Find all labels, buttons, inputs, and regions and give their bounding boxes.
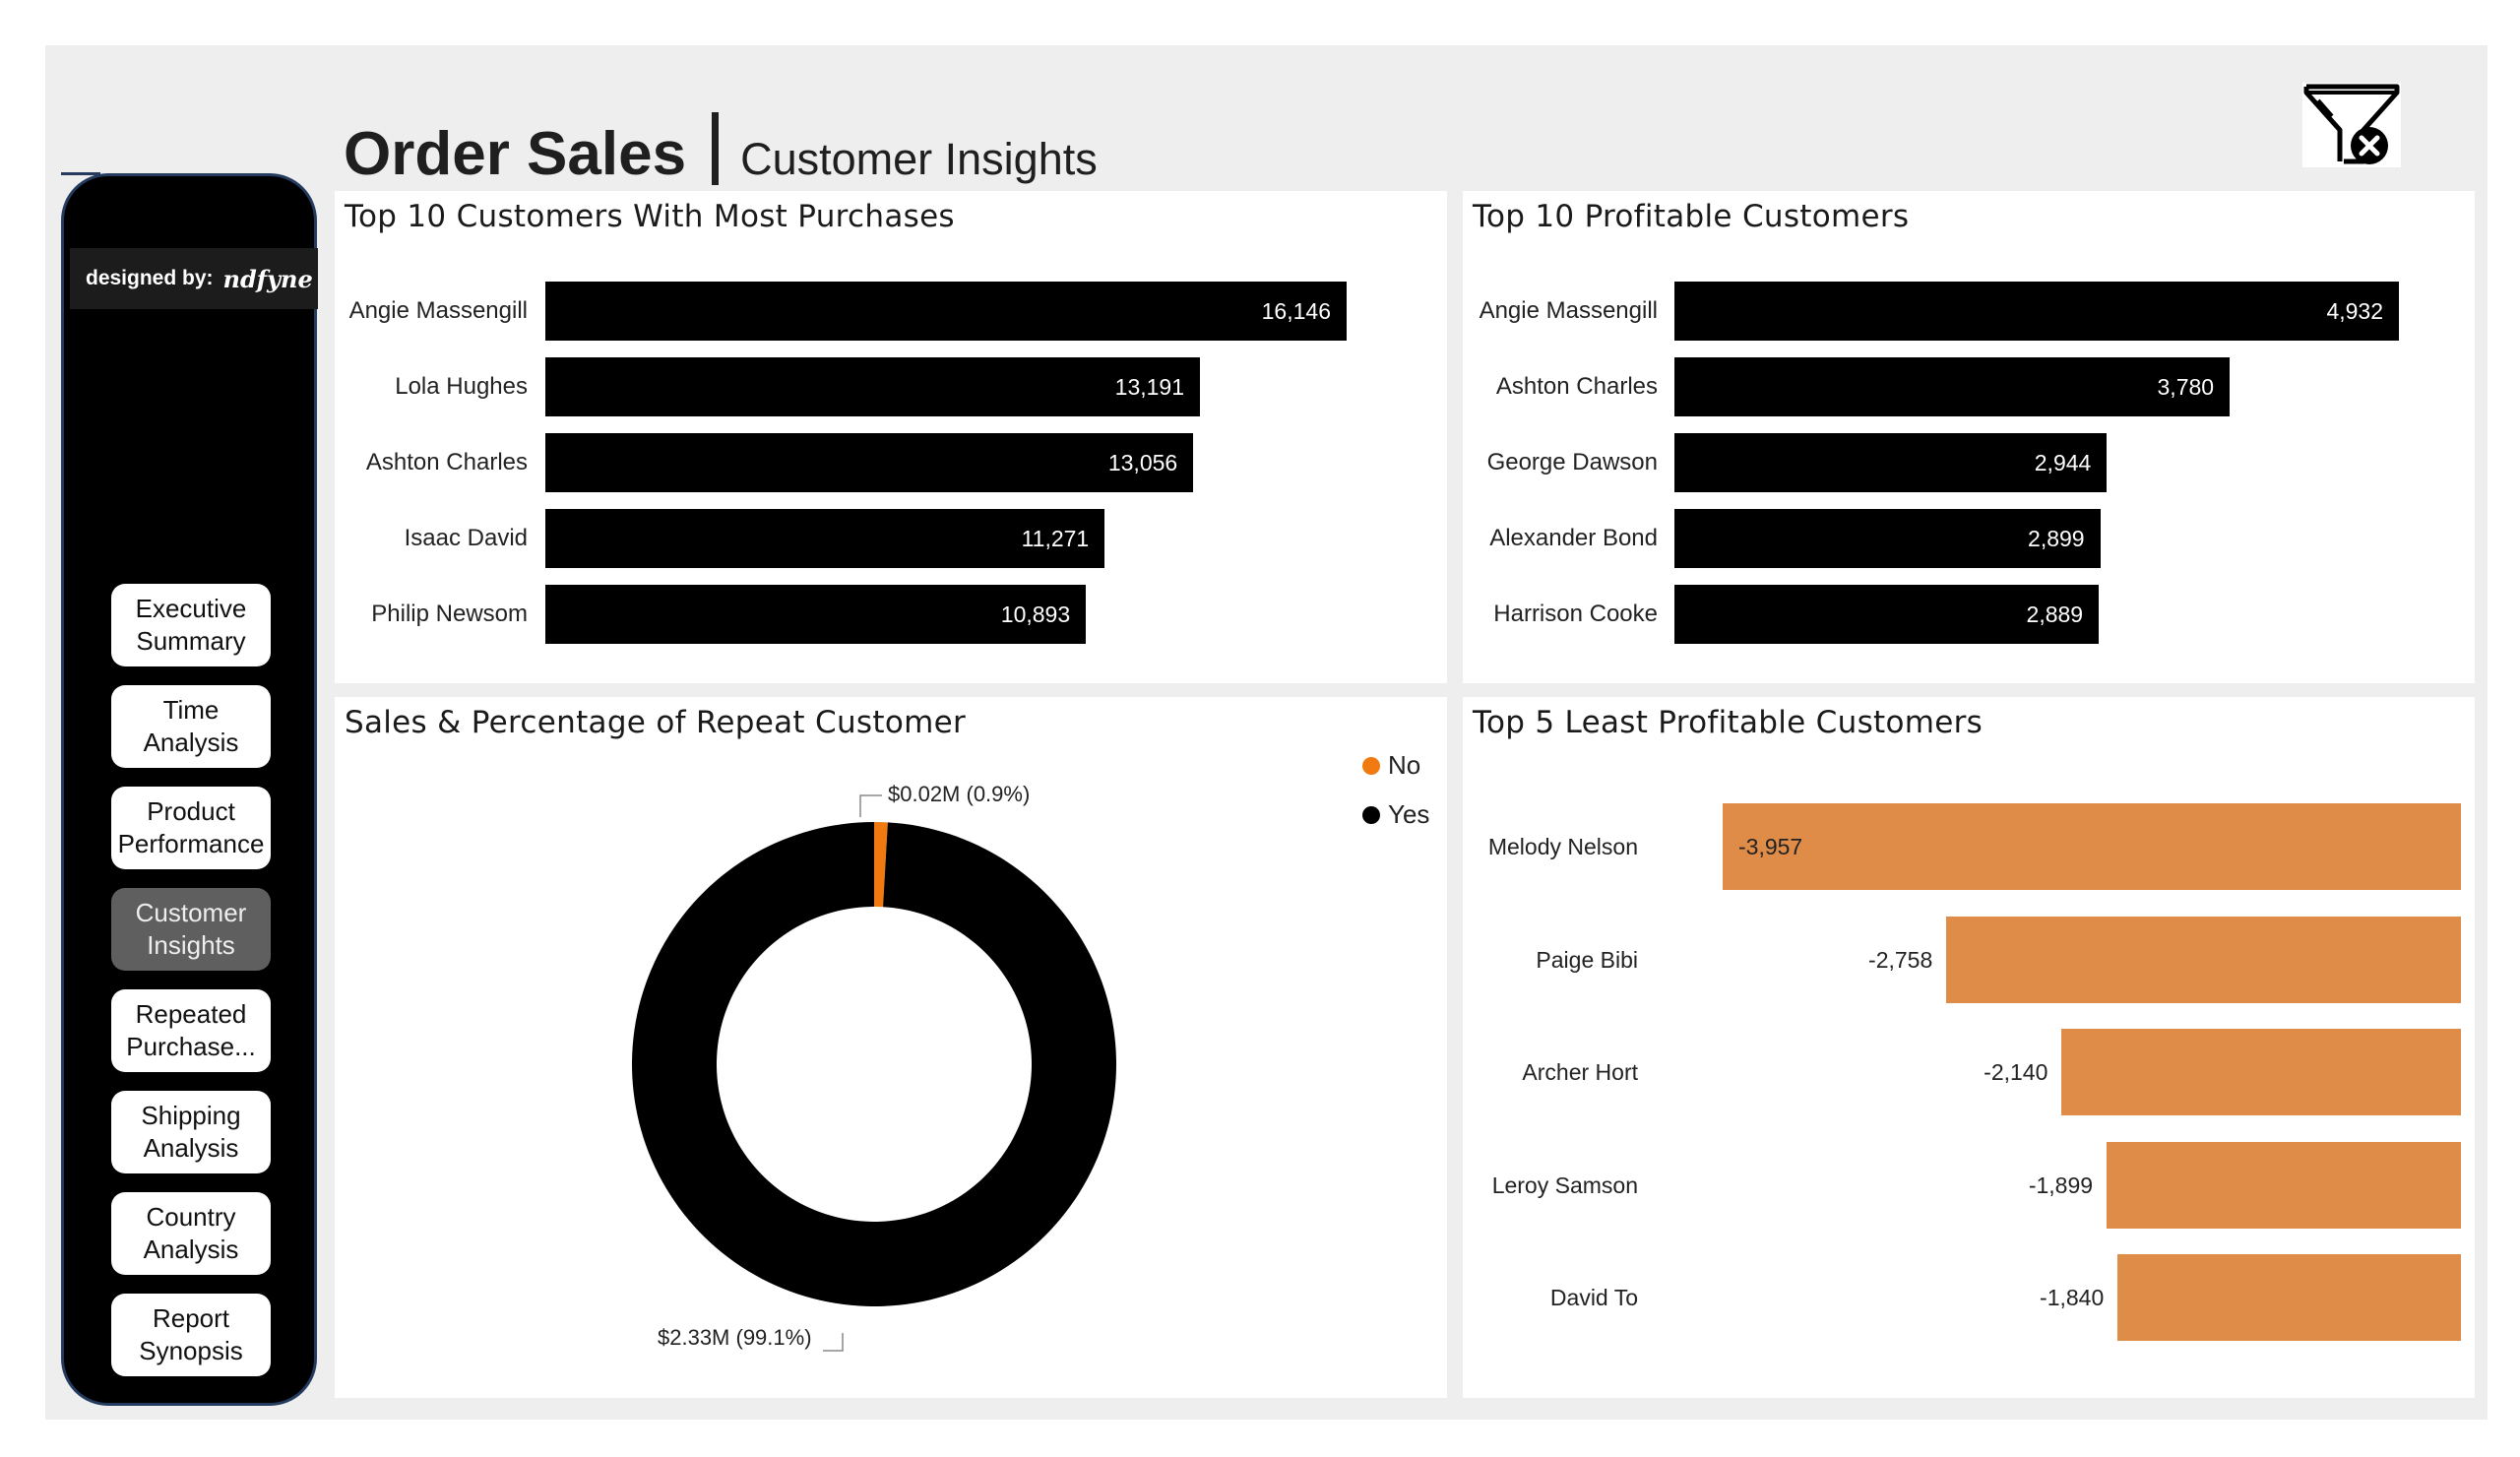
bar-category-label: Isaac David (404, 525, 528, 551)
nav-button-country-analysis[interactable]: Country Analysis (111, 1192, 271, 1275)
legend-item-yes[interactable]: Yes (1362, 799, 1429, 830)
bar-category-label: Leroy Samson (1491, 1172, 1638, 1198)
bar[interactable]: 3,780 (1674, 357, 2231, 416)
bar-value-label: 11,271 (1021, 526, 1090, 551)
bar-value-label: 16,146 (1261, 298, 1331, 324)
least-profit-chart-panel: Top 5 Least Profitable Customers Melody … (1463, 697, 2475, 1398)
title-divider (712, 112, 720, 185)
bar-value-label: 13,056 (1107, 450, 1178, 475)
legend-no-label: No (1388, 750, 1421, 780)
page-title: Order Sales Customer Insights (344, 106, 1098, 185)
bar[interactable] (1723, 803, 2461, 890)
repeat-customer-chart-title: Sales & Percentage of Repeat Customer (345, 705, 967, 740)
purchases-chart-panel: Top 10 Customers With Most Purchases Ang… (335, 191, 1447, 683)
bar-category-label: Paige Bibi (1536, 946, 1638, 973)
legend-yes-marker (1362, 805, 1380, 824)
bar-value-label: -2,140 (1984, 1059, 2048, 1085)
donut-slice-yes[interactable] (632, 822, 1117, 1306)
nav-button-repeated-purchase[interactable]: Repeated Purchase... (111, 989, 271, 1072)
report-title: Order Sales (344, 120, 687, 188)
bar[interactable] (2107, 1141, 2461, 1229)
bar[interactable]: 2,889 (1674, 585, 2100, 644)
bar-value-label: 10,893 (1000, 602, 1071, 627)
designed-by-banner: designed by: ndfyne (70, 248, 318, 309)
purchases-chart-title: Top 10 Customers With Most Purchases (345, 199, 955, 234)
leader-line-no (859, 794, 882, 817)
profit-chart-title: Top 10 Profitable Customers (1473, 199, 1910, 234)
bar-category-label: Harrison Cooke (1493, 601, 1658, 627)
bar-value-label: -1,840 (2040, 1285, 2105, 1310)
bar[interactable]: 10,893 (545, 585, 1087, 644)
clear-filters-button[interactable] (2302, 83, 2401, 167)
bar-category-label: David To (1549, 1285, 1638, 1310)
legend-item-no[interactable]: No (1362, 750, 1420, 781)
bar[interactable]: 2,944 (1674, 433, 2108, 492)
navigation-sidebar: designed by: ndfyne Executive Summary Tim… (61, 173, 318, 1406)
sidebar-accent-line (61, 172, 100, 175)
leader-line-yes (823, 1333, 844, 1352)
slice-label-no: $0.02M (0.9%) (888, 782, 1031, 806)
nav-button-shipping-analysis[interactable]: Shipping Analysis (111, 1091, 271, 1173)
bar-category-label: Alexander Bond (1489, 525, 1658, 551)
nav-button-time-analysis[interactable]: Time Analysis (111, 685, 271, 768)
nav-button-customer-insights[interactable]: Customer Insights (111, 888, 271, 971)
bar-value-label: 2,944 (2034, 450, 2092, 475)
clear-filter-icon (2303, 84, 2400, 164)
page-subtitle: Customer Insights (740, 134, 1098, 184)
bar-category-label: Archer Hort (1522, 1059, 1638, 1085)
bar-value-label: 3,780 (2157, 374, 2215, 400)
bar-value-label: 2,899 (2028, 526, 2085, 551)
bar[interactable] (2117, 1254, 2461, 1341)
nav-button-executive-summary[interactable]: Executive Summary (111, 584, 271, 666)
repeat-customer-chart-panel: Sales & Percentage of Repeat Customer No… (335, 697, 1447, 1398)
bar-value-label: 13,191 (1114, 374, 1185, 400)
bar-value-label: -2,758 (1868, 946, 1933, 973)
bar[interactable]: 11,271 (545, 509, 1105, 568)
bar-category-label: George Dawson (1486, 449, 1658, 475)
bar-value-label: 2,889 (2026, 602, 2084, 627)
slice-label-yes: $2.33M (99.1%) (658, 1325, 812, 1350)
bar[interactable]: 13,056 (545, 433, 1194, 492)
bar-category-label: Ashton Charles (1495, 373, 1658, 400)
designed-by-label: designed by: (86, 267, 214, 289)
profit-chart-panel: Top 10 Profitable Customers Angie Massen… (1463, 191, 2475, 683)
bar-value-label: -3,957 (1738, 834, 1803, 859)
designer-signature: ndfyne (222, 264, 313, 293)
bar[interactable]: 2,899 (1674, 509, 2101, 568)
bar-category-label: Lola Hughes (395, 373, 528, 400)
bar-value-label: 4,932 (2326, 298, 2383, 324)
bar[interactable]: 16,146 (545, 282, 1347, 341)
least-profit-chart-title: Top 5 Least Profitable Customers (1473, 705, 1984, 740)
bar-value-label: -1,899 (2028, 1172, 2094, 1198)
legend-no-marker (1362, 756, 1380, 775)
nav-button-report-synopsis[interactable]: Report Synopsis (111, 1294, 271, 1376)
bar-category-label: Angie Massengill (348, 297, 528, 324)
bar[interactable]: 4,932 (1674, 282, 2399, 341)
bar-category-label: Melody Nelson (1487, 834, 1638, 859)
bar-category-label: Philip Newsom (371, 601, 528, 627)
bar-category-label: Ashton Charles (365, 449, 528, 475)
donut-slice-no[interactable] (874, 822, 888, 908)
bar[interactable] (2061, 1029, 2461, 1115)
bar[interactable]: 13,191 (545, 357, 1201, 416)
bar-category-label: Angie Massengill (1479, 297, 1658, 324)
nav-button-product-performance[interactable]: Product Performance (111, 787, 271, 869)
legend-yes-label: Yes (1388, 799, 1430, 829)
repeat-customer-donut (632, 794, 1117, 1352)
bar[interactable] (1946, 916, 2461, 1003)
